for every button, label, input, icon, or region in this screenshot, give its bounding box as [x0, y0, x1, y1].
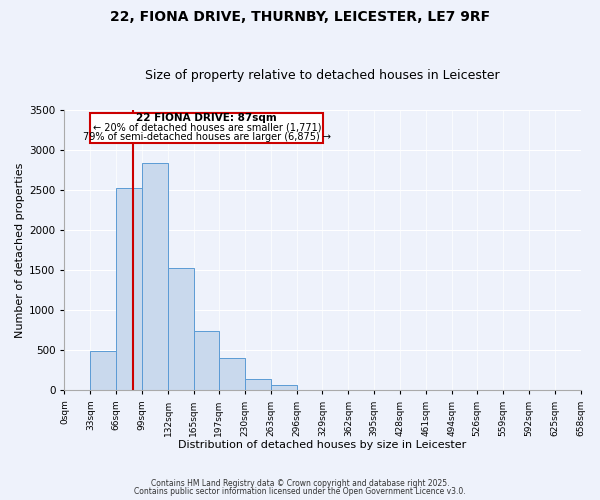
Bar [245, 379, 271, 390]
Text: 79% of semi-detached houses are larger (6,875) →: 79% of semi-detached houses are larger (… [83, 132, 331, 142]
Bar [271, 385, 296, 390]
Bar [116, 188, 142, 390]
Text: 22 FIONA DRIVE: 87sqm: 22 FIONA DRIVE: 87sqm [136, 112, 277, 122]
Title: Size of property relative to detached houses in Leicester: Size of property relative to detached ho… [145, 69, 500, 82]
Text: Contains HM Land Registry data © Crown copyright and database right 2025.: Contains HM Land Registry data © Crown c… [151, 478, 449, 488]
Text: Contains public sector information licensed under the Open Government Licence v3: Contains public sector information licen… [134, 488, 466, 496]
Bar [91, 113, 323, 144]
Text: ← 20% of detached houses are smaller (1,771): ← 20% of detached houses are smaller (1,… [92, 122, 321, 132]
X-axis label: Distribution of detached houses by size in Leicester: Distribution of detached houses by size … [178, 440, 467, 450]
Bar [219, 358, 245, 390]
Bar [142, 162, 168, 390]
Y-axis label: Number of detached properties: Number of detached properties [15, 162, 25, 338]
Bar [91, 351, 116, 391]
Bar [194, 330, 219, 390]
Bar [168, 268, 194, 390]
Text: 22, FIONA DRIVE, THURNBY, LEICESTER, LE7 9RF: 22, FIONA DRIVE, THURNBY, LEICESTER, LE7… [110, 10, 490, 24]
